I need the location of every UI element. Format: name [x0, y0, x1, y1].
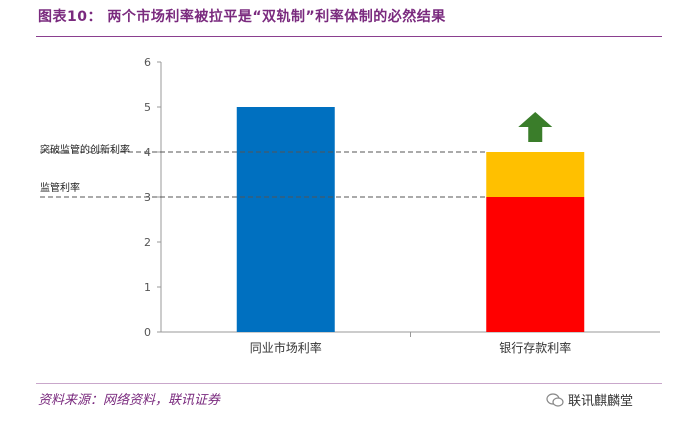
chart-bars [236, 107, 585, 332]
watermark-text: 联讯麒麟堂 [568, 394, 634, 409]
up-arrow-icon [518, 112, 553, 142]
y-tick-label: 1 [144, 281, 151, 294]
bar-stack-1 [486, 152, 585, 197]
bar-base-1 [486, 197, 585, 332]
x-category-label: 银行存款利率 [499, 340, 571, 355]
source-divider [36, 383, 662, 384]
wechat-icon [546, 392, 564, 407]
y-tick-label: 6 [144, 56, 151, 69]
figure-title: 图表10： 两个市场利率被拉平是“双轨制”利率体制的必然结果 [38, 9, 446, 25]
watermark: 联讯麒麟堂 [546, 390, 633, 409]
y-tick-label: 2 [144, 236, 151, 249]
y-tick-label: 0 [144, 326, 151, 339]
title-divider [36, 36, 662, 37]
annotation-label-1: 监管利率 [40, 181, 80, 194]
source-note: 资料来源：网络资料，联讯证券 [38, 393, 221, 408]
annotation-label-0: 突破监管的创新利率 [40, 143, 130, 156]
bar-base-0 [236, 107, 335, 332]
x-category-label: 同业市场利率 [250, 340, 322, 355]
y-tick-label: 5 [144, 101, 151, 114]
